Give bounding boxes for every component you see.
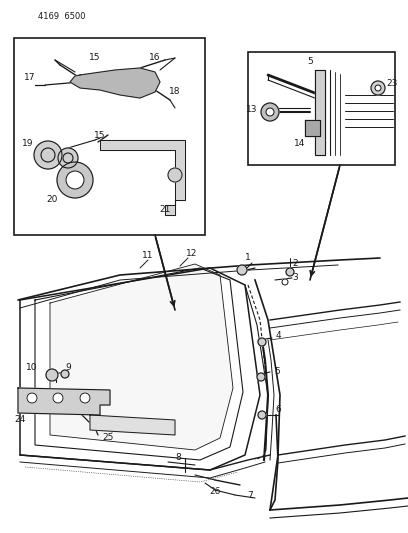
Circle shape bbox=[63, 153, 73, 163]
Circle shape bbox=[34, 141, 62, 169]
Circle shape bbox=[58, 148, 78, 168]
Text: 26: 26 bbox=[209, 488, 221, 497]
Circle shape bbox=[286, 268, 294, 276]
Polygon shape bbox=[90, 415, 175, 435]
Text: 14: 14 bbox=[294, 139, 306, 148]
Text: 25: 25 bbox=[102, 432, 114, 441]
Text: 12: 12 bbox=[186, 249, 198, 259]
Text: 1: 1 bbox=[245, 254, 251, 262]
Text: 5: 5 bbox=[307, 58, 313, 67]
Text: 4169  6500: 4169 6500 bbox=[38, 12, 86, 21]
Text: 9: 9 bbox=[65, 364, 71, 373]
Circle shape bbox=[80, 393, 90, 403]
Circle shape bbox=[371, 81, 385, 95]
Polygon shape bbox=[18, 388, 110, 415]
Text: 11: 11 bbox=[142, 252, 154, 261]
Polygon shape bbox=[100, 140, 185, 215]
Circle shape bbox=[282, 279, 288, 285]
Circle shape bbox=[266, 108, 274, 116]
Text: 16: 16 bbox=[149, 52, 161, 61]
Circle shape bbox=[257, 373, 265, 381]
Circle shape bbox=[237, 265, 247, 275]
Circle shape bbox=[53, 393, 63, 403]
Text: 4: 4 bbox=[275, 332, 281, 341]
Polygon shape bbox=[315, 70, 325, 155]
Circle shape bbox=[261, 103, 279, 121]
Text: 21: 21 bbox=[159, 206, 171, 214]
Text: 7: 7 bbox=[247, 491, 253, 500]
Text: 3: 3 bbox=[292, 273, 298, 282]
Circle shape bbox=[46, 369, 58, 381]
Polygon shape bbox=[70, 68, 160, 98]
Circle shape bbox=[168, 168, 182, 182]
Text: 15: 15 bbox=[94, 131, 106, 140]
Text: 5: 5 bbox=[274, 367, 280, 376]
Text: 24: 24 bbox=[14, 416, 26, 424]
Circle shape bbox=[375, 85, 381, 91]
Text: 20: 20 bbox=[47, 196, 58, 205]
Circle shape bbox=[57, 162, 93, 198]
Text: 6: 6 bbox=[275, 406, 281, 415]
Text: 13: 13 bbox=[246, 106, 258, 115]
Circle shape bbox=[258, 338, 266, 346]
Text: 19: 19 bbox=[22, 139, 34, 148]
Circle shape bbox=[66, 171, 84, 189]
Polygon shape bbox=[305, 120, 320, 136]
Polygon shape bbox=[50, 264, 233, 450]
Bar bbox=[14, 38, 205, 235]
Text: 8: 8 bbox=[175, 454, 181, 463]
Text: 17: 17 bbox=[24, 74, 36, 83]
Circle shape bbox=[258, 411, 266, 419]
Bar bbox=[248, 52, 395, 165]
Circle shape bbox=[61, 370, 69, 378]
Text: 15: 15 bbox=[89, 52, 101, 61]
Circle shape bbox=[27, 393, 37, 403]
Text: 10: 10 bbox=[26, 364, 38, 373]
Text: 18: 18 bbox=[169, 87, 181, 96]
Text: 2: 2 bbox=[292, 259, 298, 268]
Text: 23: 23 bbox=[386, 78, 398, 87]
Circle shape bbox=[41, 148, 55, 162]
